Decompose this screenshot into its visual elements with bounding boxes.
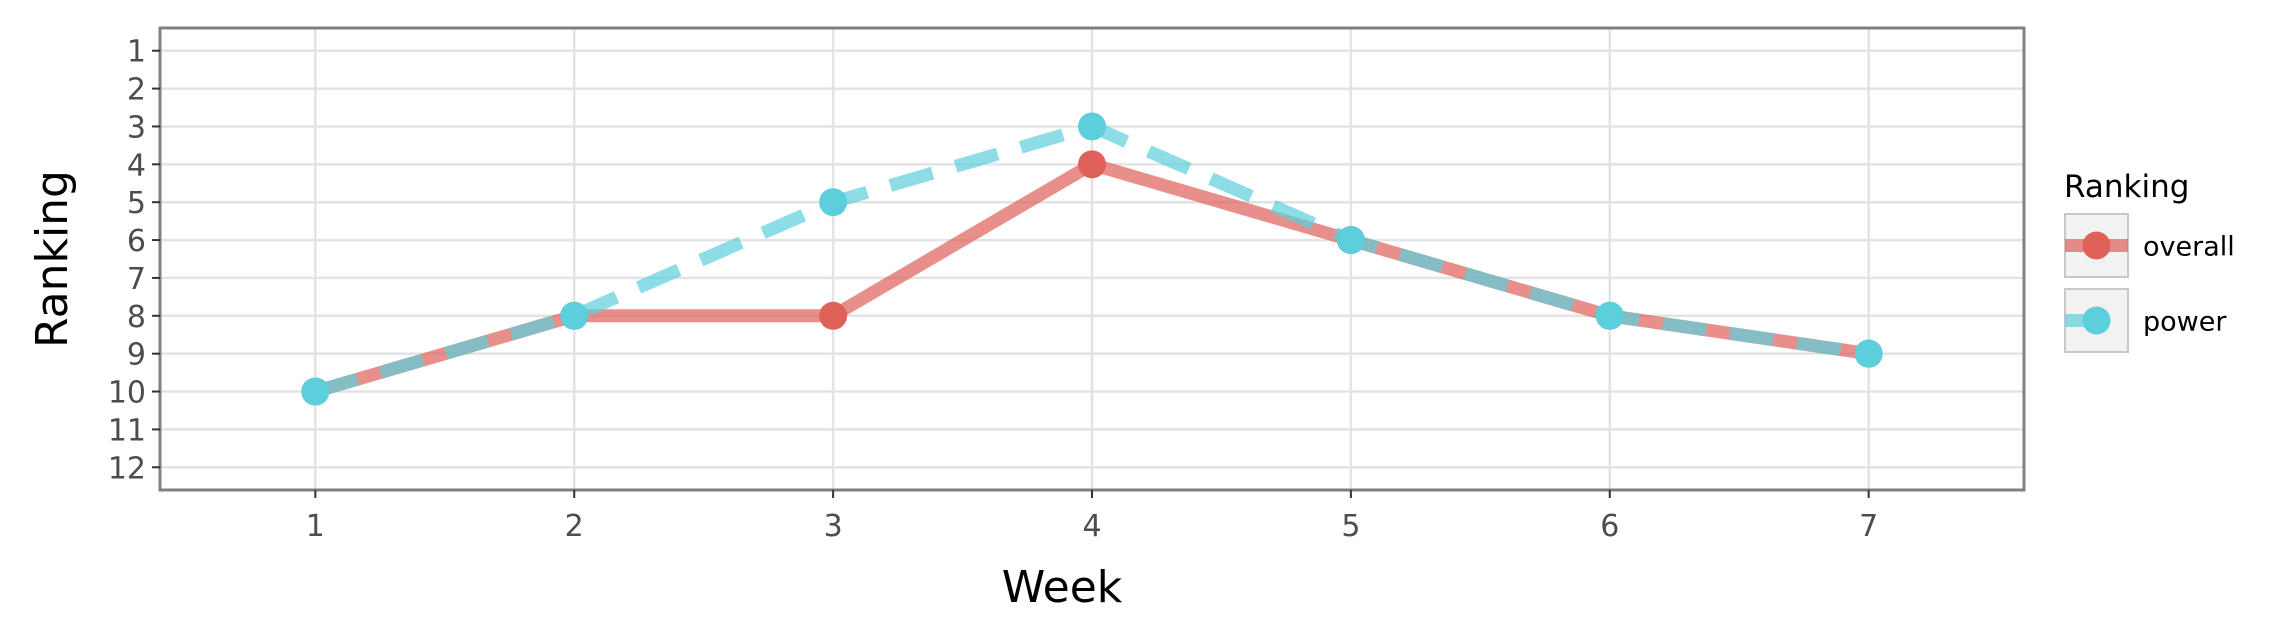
legend-title: Ranking <box>2064 169 2189 205</box>
legend-key-marker <box>2082 306 2111 335</box>
data-point-power <box>560 301 589 330</box>
y-tick-label: 6 <box>127 224 146 259</box>
data-point-overall <box>1078 150 1106 179</box>
x-tick-label: 4 <box>1082 509 1101 544</box>
x-axis-title: Week <box>1002 562 1123 613</box>
y-tick-label: 12 <box>108 451 146 486</box>
data-point-power <box>1336 226 1365 255</box>
legend-key-marker <box>2082 231 2111 260</box>
data-point-power <box>1854 339 1883 368</box>
y-tick-label: 1 <box>127 35 146 70</box>
y-tick-label: 5 <box>127 186 146 221</box>
y-tick-label: 9 <box>127 338 146 373</box>
x-axis: 1 2 3 4 5 6 7 <box>306 490 1878 544</box>
data-point-overall <box>819 301 848 330</box>
x-tick-label: 1 <box>306 509 325 544</box>
y-axis-title: Ranking <box>27 170 78 348</box>
data-point-power <box>1078 112 1106 141</box>
series-points <box>301 112 1883 406</box>
legend-label: overall <box>2143 232 2235 263</box>
data-point-power <box>819 188 848 217</box>
x-tick-label: 7 <box>1859 509 1878 544</box>
data-point-power <box>301 377 330 406</box>
x-tick-label: 6 <box>1600 509 1619 544</box>
y-tick-label: 8 <box>127 300 146 335</box>
y-tick-label: 3 <box>127 110 146 145</box>
x-tick-label: 3 <box>824 509 843 544</box>
x-tick-label: 5 <box>1341 509 1360 544</box>
x-tick-label: 2 <box>565 509 584 544</box>
y-tick-label: 7 <box>127 262 146 297</box>
data-point-power <box>1595 301 1624 330</box>
legend-item-overall: overall <box>2064 213 2235 278</box>
y-tick-label: 2 <box>127 73 146 108</box>
y-tick-label: 4 <box>127 148 146 183</box>
y-tick-label: 11 <box>108 413 146 448</box>
legend: Ranking overall power <box>2064 169 2235 353</box>
legend-items: overall power <box>2064 213 2235 353</box>
legend-item-power: power <box>2064 288 2227 353</box>
legend-label: power <box>2143 307 2227 338</box>
y-tick-label: 10 <box>108 376 146 411</box>
